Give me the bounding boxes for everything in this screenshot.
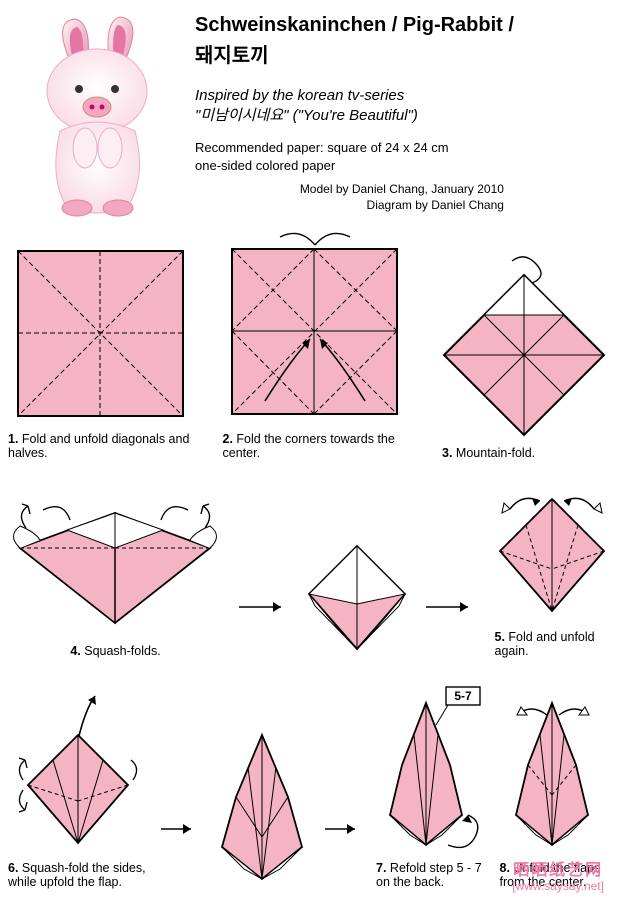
step-1: 1. Fold and unfold diagonals and halves. [8, 241, 193, 461]
step5-text: Fold and unfold again. [495, 630, 595, 658]
watermark-cn: 晒晒纸艺网 [512, 862, 604, 880]
step8-num: 8. [500, 861, 510, 875]
step4-num: 4. [70, 644, 80, 658]
step-5: 5. Fold and unfold again. [492, 489, 612, 659]
row-3: 6. Squash-fold the sides, while upfold t… [8, 685, 612, 890]
diagram-rows: 1. Fold and unfold diagonals and halves. [0, 231, 620, 889]
step1-text: Fold and unfold diagonals and halves. [8, 432, 189, 460]
step5-num: 5. [495, 630, 505, 644]
step6-num: 6. [8, 861, 18, 875]
step7-num: 7. [376, 861, 386, 875]
step7-text: Refold step 5 - 7 on the back. [376, 861, 482, 889]
header-text-block: Schweinskaninchen / Pig-Rabbit / 돼지토끼 In… [185, 8, 514, 223]
step-6: 6. Squash-fold the sides, while upfold t… [8, 690, 148, 890]
step-8: 8. Unfold the flaps from the center. [497, 685, 612, 890]
step2-num: 2. [223, 432, 233, 446]
row-1: 1. Fold and unfold diagonals and halves. [8, 231, 612, 461]
step3-num: 3. [442, 446, 452, 460]
step3-text: Mountain-fold. [456, 446, 535, 460]
step-6b [212, 729, 312, 889]
model-photo [10, 8, 185, 223]
row-2: 4. Squash-folds. [8, 489, 612, 659]
rec-line1: Recommended paper: square of 24 x 24 cm [195, 140, 449, 155]
step4-text: Squash-folds. [84, 644, 160, 658]
arrow-4-5b [424, 559, 479, 659]
step6-text: Squash-fold the sides, while upfold the … [8, 861, 146, 889]
arrow-4-5a [237, 559, 292, 659]
arrow-6-7b [323, 769, 365, 889]
step-2: 2. Fold the corners towards the center. [220, 231, 410, 461]
step-7: 5-7 7. Refold step 5 - 7 on the back. [376, 685, 486, 890]
step2-text: Fold the corners towards the center. [223, 432, 395, 460]
watermark-url: [www.saysay.net] [512, 880, 604, 893]
step-4: 4. Squash-folds. [8, 498, 223, 658]
step7-box-label: 5-7 [454, 689, 472, 703]
step-3: 3. Mountain-fold. [437, 255, 612, 460]
step1-num: 1. [8, 432, 18, 446]
inspired-line2: "미남이시네요" ("You're Beautiful") [195, 107, 418, 124]
arrow-6-7 [159, 769, 201, 889]
header-region: Schweinskaninchen / Pig-Rabbit / 돼지토끼 In… [0, 0, 620, 223]
recommended-paper: Recommended paper: square of 24 x 24 cm … [195, 139, 514, 174]
model-credit: Model by Daniel Chang, January 2010 Diag… [195, 182, 514, 213]
step-4b [305, 539, 410, 659]
inspired-line1: Inspired by the korean tv-series [195, 87, 404, 104]
credit-line1: Model by Daniel Chang, January 2010 [300, 182, 504, 196]
credit-line2: Diagram by Daniel Chang [367, 198, 504, 212]
rec-line2: one-sided colored paper [195, 158, 335, 173]
title-korean: 돼지토끼 [195, 39, 514, 68]
watermark: 晒晒纸艺网 [www.saysay.net] [512, 862, 604, 893]
inspired-block: Inspired by the korean tv-series "미남이시네요… [195, 86, 514, 125]
title: Schweinskaninchen / Pig-Rabbit / [195, 14, 514, 37]
